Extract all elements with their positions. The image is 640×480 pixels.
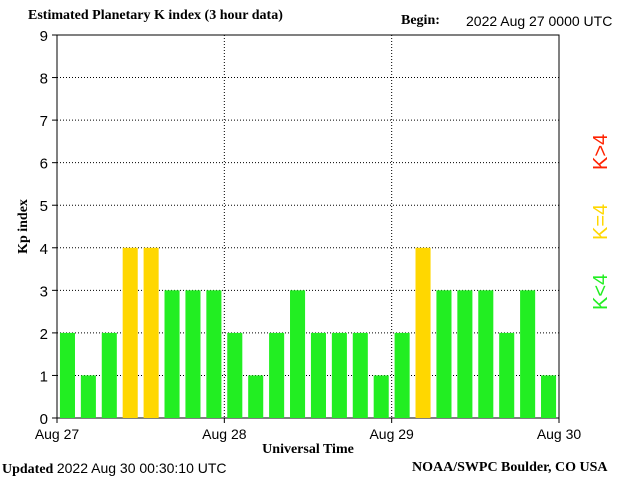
- x-axis-label: Universal Time: [262, 442, 354, 457]
- kp-bar: [290, 290, 306, 418]
- begin-value: 2022 Aug 27 0000 UTC: [466, 13, 613, 29]
- kp-bar: [122, 247, 138, 418]
- y-tick-label: 9: [40, 28, 48, 45]
- data-source: NOAA/SWPC Boulder, CO USA: [412, 460, 608, 475]
- updated-label: Updated: [2, 462, 54, 477]
- kp-bar: [164, 290, 180, 418]
- legend: K<4 K=4 K>4: [586, 120, 616, 320]
- legend-item-below4: K<4: [590, 273, 612, 310]
- x-tick-label: Aug 27: [35, 426, 80, 442]
- legend-item-equal4: K=4: [590, 203, 612, 240]
- x-tick-label: Aug 30: [537, 426, 582, 442]
- kp-bar: [520, 290, 536, 418]
- y-tick-label: 4: [40, 241, 48, 258]
- updated-value: 2022 Aug 30 00:30:10 UTC: [56, 460, 227, 476]
- kp-bar: [143, 247, 159, 418]
- kp-bar: [269, 332, 285, 418]
- y-tick-label: 7: [40, 113, 48, 130]
- kp-bar: [248, 375, 264, 418]
- y-tick-label: 6: [40, 156, 48, 173]
- kp-bar: [185, 290, 201, 418]
- chart-title: Estimated Planetary K index (3 hour data…: [28, 8, 283, 23]
- y-tick-label: 0: [40, 411, 48, 428]
- kp-bar: [541, 375, 557, 418]
- y-tick-label: 1: [40, 368, 48, 385]
- y-tick-label: 5: [40, 198, 48, 215]
- kp-bar: [59, 332, 75, 418]
- begin-label: Begin:: [401, 13, 440, 28]
- y-tick-label: 3: [40, 283, 48, 300]
- plot-frame: [56, 34, 560, 419]
- kp-bar: [415, 247, 431, 418]
- kp-bar: [478, 290, 494, 418]
- legend-item-above4: K>4: [590, 133, 612, 170]
- x-tick-label: Aug 29: [369, 426, 414, 442]
- kp-bar: [310, 332, 326, 418]
- kp-bar: [499, 332, 515, 418]
- y-tick-label: 8: [40, 71, 48, 88]
- updated-timestamp: Updated 2022 Aug 30 00:30:10 UTC: [2, 460, 227, 478]
- kp-bar: [331, 332, 347, 418]
- kp-bar: [352, 332, 368, 418]
- kp-bar: [394, 332, 410, 418]
- y-tick-label: 2: [40, 326, 48, 343]
- x-tick-label: Aug 28: [202, 426, 247, 442]
- kp-bar: [101, 332, 117, 418]
- kp-bar: [206, 290, 222, 418]
- kp-bar: [436, 290, 452, 418]
- y-axis-label: Kp index: [16, 199, 31, 254]
- kp-bar: [457, 290, 473, 418]
- kp-bar: [80, 375, 96, 418]
- kp-bar: [373, 375, 389, 418]
- kp-bar: [227, 332, 243, 418]
